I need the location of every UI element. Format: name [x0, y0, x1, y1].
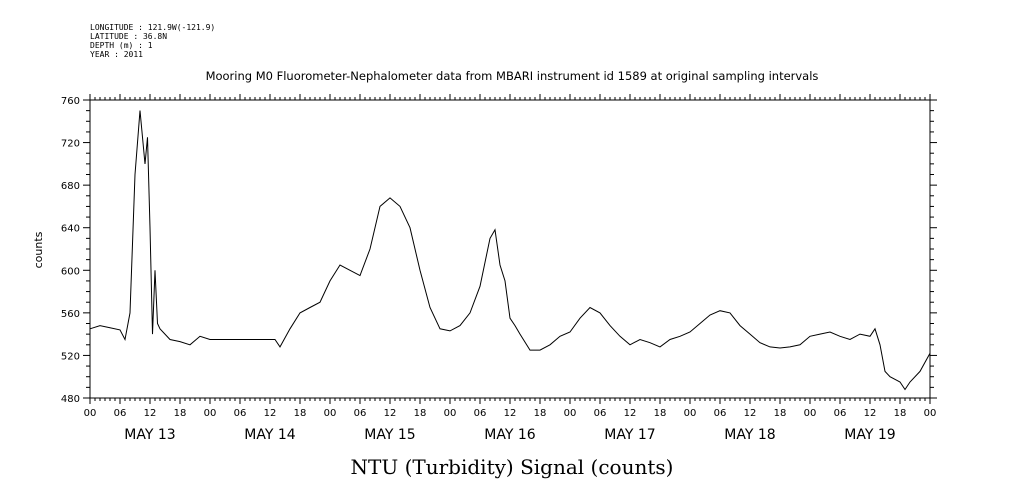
day-label: MAY 17 [604, 427, 655, 443]
y-axis-label: counts [32, 231, 45, 268]
day-labels: MAY 13 MAY 14 MAY 15 MAY 16 MAY 17 MAY 18 MAY … [124, 427, 895, 443]
axis-ticks [83, 94, 937, 404]
day-label: MAY 14 [244, 427, 295, 443]
x-tick-label: 06 [594, 408, 607, 419]
x-tick-label: 18 [534, 408, 547, 419]
x-tick-labels: 00 06 12 18 00 06 12 18 00 06 12 18 00 06 12 18 00 06 12 18… [84, 408, 937, 419]
x-tick-label: 06 [354, 408, 367, 419]
series-line [89, 110, 931, 391]
y-tick-label: 600 [61, 266, 80, 277]
longitude-label: LONGITUDE : 121.9W(-121.9) [90, 23, 215, 32]
x-tick-label: 12 [504, 408, 517, 419]
y-tick-label: 760 [61, 96, 80, 107]
x-tick-label: 12 [624, 408, 637, 419]
x-tick-label: 00 [924, 408, 937, 419]
x-tick-label: 00 [204, 408, 217, 419]
x-tick-label: 18 [414, 408, 427, 419]
x-tick-label: 06 [834, 408, 847, 419]
y-tick-label: 640 [61, 224, 80, 235]
x-tick-label: 12 [144, 408, 157, 419]
latitude-label: LATITUDE : 36.8N [90, 32, 167, 41]
x-tick-label: 12 [864, 408, 877, 419]
year-label: YEAR : 2011 [90, 50, 143, 59]
x-tick-label: 00 [84, 408, 97, 419]
x-tick-label: 12 [384, 408, 397, 419]
y-tick-label: 680 [61, 181, 80, 192]
x-tick-label: 00 [564, 408, 577, 419]
depth-label: DEPTH (m) : 1 [90, 41, 153, 50]
x-tick-label: 06 [114, 408, 127, 419]
plot-frame [89, 99, 931, 399]
metadata-block: LONGITUDE : 121.9W(-121.9) LATITUDE : 36… [90, 23, 215, 59]
x-tick-label: 18 [174, 408, 187, 419]
y-tick-label: 480 [61, 394, 80, 405]
day-label: MAY 18 [724, 427, 775, 443]
x-tick-label: 18 [774, 408, 787, 419]
day-label: MAY 15 [364, 427, 415, 443]
x-tick-label: 00 [324, 408, 337, 419]
x-tick-label: 18 [654, 408, 667, 419]
day-label: MAY 16 [484, 427, 535, 443]
y-tick-label: 720 [61, 139, 80, 150]
day-label: MAY 19 [844, 427, 895, 443]
x-tick-label: 12 [264, 408, 277, 419]
x-tick-label: 06 [474, 408, 487, 419]
y-tick-label: 520 [61, 351, 80, 362]
x-tick-label: 06 [234, 408, 247, 419]
y-tick-label: 560 [61, 309, 80, 320]
day-label: MAY 13 [124, 427, 175, 443]
x-tick-label: 00 [684, 408, 697, 419]
x-tick-label: 00 [804, 408, 817, 419]
y-tick-labels: 480 520 560 600 640 680 720 760 [61, 96, 80, 405]
x-tick-label: 18 [294, 408, 307, 419]
chart-title: Mooring M0 Fluorometer-Nephalometer data… [206, 69, 819, 83]
x-axis-label: NTU (Turbidity) Signal (counts) [351, 455, 674, 479]
x-tick-label: 18 [894, 408, 907, 419]
x-tick-label: 06 [714, 408, 727, 419]
x-tick-label: 12 [744, 408, 757, 419]
x-tick-label: 00 [444, 408, 457, 419]
